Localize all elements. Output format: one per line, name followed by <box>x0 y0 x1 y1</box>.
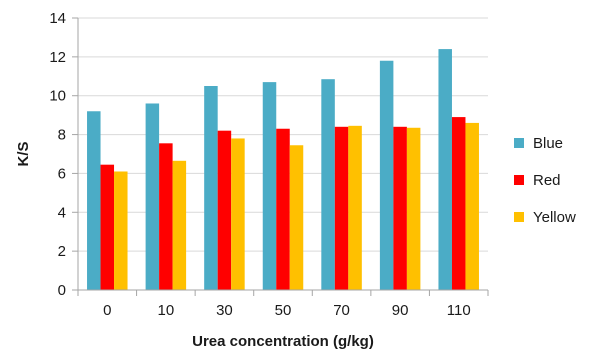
y-tick-label: 8 <box>58 127 66 144</box>
bar-yellow <box>289 145 304 290</box>
legend-swatch-red <box>514 175 524 185</box>
bar-red <box>451 117 466 290</box>
bar-yellow <box>114 171 128 290</box>
y-tick-label: 0 <box>58 282 66 299</box>
bar-red <box>100 164 115 290</box>
x-axis: 0 10 30 50 70 90 110 <box>77 289 489 319</box>
x-tick-label: 50 <box>275 302 292 319</box>
bar-red <box>217 130 232 290</box>
bar-red <box>393 126 407 290</box>
y-tick-label: 10 <box>49 88 66 105</box>
x-tick-label: 110 <box>447 302 471 319</box>
y-tick-label: 12 <box>49 49 66 66</box>
bar-yellow <box>231 138 245 290</box>
legend-swatch-yellow <box>514 212 524 222</box>
y-axis-title: K/S <box>15 141 32 166</box>
y-tick-label: 2 <box>58 243 66 260</box>
x-tick-label: 30 <box>216 302 233 319</box>
bar-blue <box>204 86 218 290</box>
bar-yellow <box>172 160 187 290</box>
bar-blue <box>379 60 394 290</box>
bar-yellow <box>465 122 479 291</box>
bar-yellow <box>348 125 362 290</box>
bar-blue <box>145 103 160 290</box>
x-axis-title: Urea concentration (g/kg) <box>192 333 374 350</box>
y-tick-label: 6 <box>58 165 66 182</box>
legend-label-blue: Blue <box>533 135 563 152</box>
legend-label-red: Red <box>533 172 561 189</box>
legend-swatch-blue <box>514 138 524 148</box>
bar-blue <box>438 49 452 291</box>
x-tick-label: 0 <box>103 302 111 319</box>
bar-yellow <box>406 127 421 291</box>
bar-blue <box>321 79 335 290</box>
legend-label-yellow: Yellow <box>533 209 576 226</box>
bar-red <box>276 128 290 290</box>
bar-blue <box>87 111 101 290</box>
x-tick-label: 10 <box>158 302 175 319</box>
y-tick-label: 4 <box>58 204 66 221</box>
bar-red <box>334 126 349 290</box>
bars <box>87 49 479 291</box>
bar-blue <box>262 82 277 290</box>
x-tick-label: 90 <box>392 302 409 319</box>
y-tick-label: 14 <box>49 10 66 27</box>
legend: Blue Red Yellow <box>514 135 576 226</box>
bar-red <box>159 143 173 290</box>
x-tick-label: 70 <box>333 302 350 319</box>
y-axis: 0 2 4 6 8 10 12 14 <box>49 10 79 299</box>
